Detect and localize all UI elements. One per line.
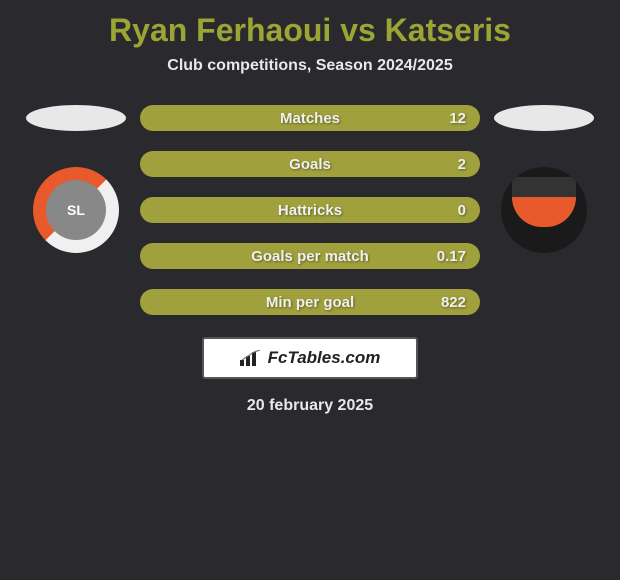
stat-value: 12 xyxy=(449,110,466,127)
stat-bar-hattricks: Hattricks 0 xyxy=(140,197,480,223)
stat-bar-goals: Goals 2 xyxy=(140,151,480,177)
player-silhouette-right xyxy=(494,105,594,131)
stat-bar-goals-per-match: Goals per match 0.17 xyxy=(140,243,480,269)
player-silhouette-left xyxy=(26,105,126,131)
footer-brand-badge[interactable]: FcTables.com xyxy=(202,337,418,379)
stat-value: 822 xyxy=(441,294,466,311)
stat-label: Goals per match xyxy=(251,248,369,265)
left-column: SL xyxy=(26,105,126,253)
stat-value: 2 xyxy=(458,156,466,173)
stat-value: 0 xyxy=(458,202,466,219)
bar-chart-icon xyxy=(240,350,262,366)
club-badge-left: SL xyxy=(33,167,119,253)
content-wrapper: SL Matches 12 Goals 2 Hattricks 0 Goals … xyxy=(0,105,620,315)
date-text: 20 february 2025 xyxy=(0,397,620,415)
stat-bar-min-per-goal: Min per goal 822 xyxy=(140,289,480,315)
club-badge-right-shield xyxy=(512,177,576,227)
club-badge-right xyxy=(501,167,587,253)
stats-column: Matches 12 Goals 2 Hattricks 0 Goals per… xyxy=(140,105,480,315)
stat-label: Min per goal xyxy=(266,294,354,311)
subtitle: Club competitions, Season 2024/2025 xyxy=(0,57,620,75)
stat-value: 0.17 xyxy=(437,248,466,265)
stat-label: Goals xyxy=(289,156,331,173)
club-badge-left-label: SL xyxy=(46,180,106,240)
stat-label: Matches xyxy=(280,110,340,127)
stat-bar-matches: Matches 12 xyxy=(140,105,480,131)
stat-label: Hattricks xyxy=(278,202,342,219)
page-title: Ryan Ferhaoui vs Katseris xyxy=(0,0,620,57)
right-column xyxy=(494,105,594,253)
footer-brand-text: FcTables.com xyxy=(268,348,381,368)
